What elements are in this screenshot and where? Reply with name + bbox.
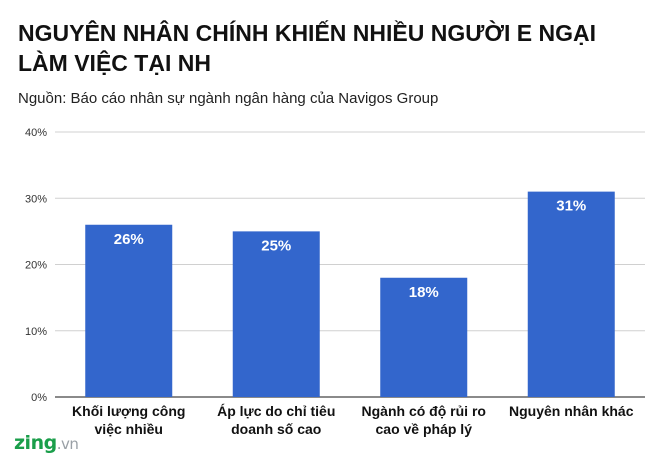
bar-value-label: 26% <box>114 231 144 248</box>
bar <box>85 224 173 397</box>
chart-subtitle: Nguồn: Báo cáo nhân sự ngành ngân hàng c… <box>18 90 439 107</box>
y-tick-label: 20% <box>25 260 47 272</box>
bar-value-label: 31% <box>556 198 586 215</box>
bar <box>380 277 468 397</box>
bar-value-label: 25% <box>261 237 291 254</box>
x-category-label-line: Nguyên nhân khác <box>509 403 634 419</box>
bar <box>232 231 320 397</box>
y-tick-label: 0% <box>31 392 47 404</box>
brand-suffix: .vn <box>56 435 79 453</box>
x-category-label: Khối lượng công việc nhiều <box>72 403 185 437</box>
chart-title: NGUYÊN NHÂN CHÍNH KHIẾN NHIỀU NGƯỜI E NG… <box>18 20 596 76</box>
x-category-label: Áp lực do chỉ tiêu doanh số cao <box>217 403 335 437</box>
bar-value-label: 18% <box>409 284 439 301</box>
x-category-label-line: doanh số cao <box>231 421 321 437</box>
x-category-label: Nguyên nhân khác <box>509 403 634 419</box>
bars <box>85 191 615 397</box>
x-category-label-line: Ngành có độ rủi ro <box>362 403 486 419</box>
zing-logo: zing.vn <box>14 432 79 454</box>
brand-primary: zing <box>14 432 57 454</box>
x-category-label-line: việc nhiều <box>95 421 163 437</box>
y-tick-label: 40% <box>25 127 47 139</box>
x-category-label-line: cao về pháp lý <box>376 421 473 437</box>
y-tick-label: 30% <box>25 193 47 205</box>
x-category-label-line: Áp lực do chỉ tiêu <box>217 403 335 419</box>
value-labels: 26% 25% 18% 31% <box>114 198 587 301</box>
x-category-label-line: Khối lượng công <box>72 403 185 419</box>
x-axis-labels: Khối lượng công việc nhiều Áp lực do chỉ t… <box>72 403 634 437</box>
y-tick-label: 10% <box>25 326 47 338</box>
bar <box>527 191 615 397</box>
x-category-label: Ngành có độ rủi ro cao về pháp lý <box>362 403 486 437</box>
y-axis-ticks: 0% 10% 20% 30% 40% <box>25 127 47 404</box>
